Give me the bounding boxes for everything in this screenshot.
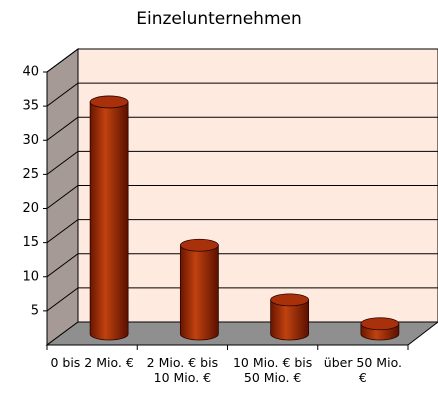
bar — [179, 238, 219, 341]
grid-line — [46, 287, 438, 312]
bar — [89, 95, 129, 341]
bar-body — [89, 101, 129, 341]
bar — [270, 293, 310, 341]
grid-line — [46, 82, 438, 107]
x-tick-label: 10 Mio. € bis 50 Mio. € — [232, 355, 313, 385]
grid-line — [46, 48, 438, 73]
grid-line — [46, 116, 438, 141]
y-tick-label: 30 — [22, 133, 39, 148]
bar-top — [270, 293, 310, 307]
x-tick-label: 0 bis 2 Mio. € — [50, 355, 134, 370]
bar-top — [179, 238, 219, 252]
x-tick-label: über 50 Mio. € — [323, 355, 402, 385]
grid-line — [46, 253, 438, 278]
y-tick-label: 5 — [31, 303, 39, 318]
bar-top — [89, 95, 129, 109]
y-tick-label: 35 — [22, 99, 39, 114]
y-tick-label: 25 — [22, 167, 39, 182]
x-tick-label: 2 Mio. € bis 10 Mio. € — [146, 355, 219, 385]
bar-body — [270, 299, 310, 341]
y-tick-label: 40 — [22, 65, 39, 80]
bar-top — [360, 317, 400, 331]
grid-line — [46, 150, 438, 175]
y-tick-label: 20 — [22, 201, 39, 216]
y-tick-label: 15 — [22, 235, 39, 250]
y-tick-label: 10 — [22, 269, 39, 284]
bar-body — [179, 244, 219, 341]
chart-title: Einzelunternehmen — [136, 9, 302, 29]
bar — [360, 317, 400, 341]
grid-line — [46, 185, 438, 209]
grid-line — [46, 219, 438, 244]
